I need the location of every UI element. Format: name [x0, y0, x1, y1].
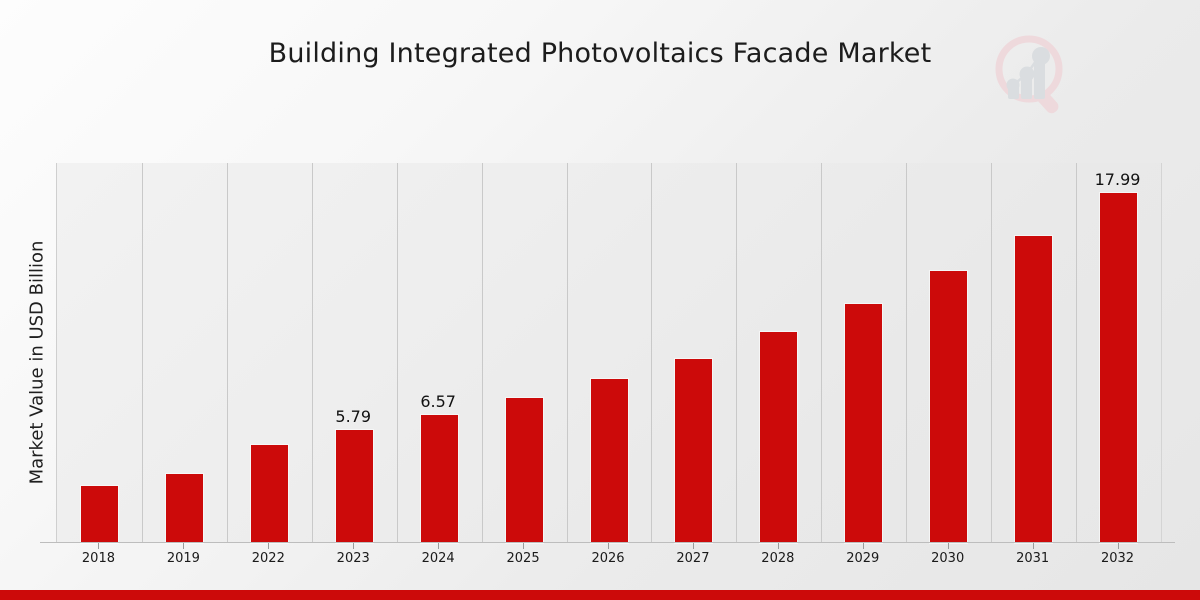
page-title: Building Integrated Photovoltaics Facade… — [268, 38, 932, 69]
x-tick-label-2023: 2023 — [336, 551, 370, 566]
bar-2026[interactable] — [590, 379, 628, 543]
x-tick-label-2018: 2018 — [81, 551, 115, 566]
x-tick-label-2024: 2024 — [421, 551, 455, 566]
bar-2024[interactable] — [420, 415, 458, 543]
bar-2029[interactable] — [845, 303, 883, 543]
x-tick-2029 — [862, 543, 864, 549]
bar-2022[interactable] — [250, 444, 288, 543]
x-tick-2026 — [608, 543, 609, 549]
x-tick-label-2025: 2025 — [506, 551, 540, 566]
gridline — [821, 163, 823, 543]
x-tick-label-2029: 2029 — [846, 551, 880, 566]
bar-value-label-2032: 17.99 — [1094, 170, 1141, 189]
x-tick-label-2019: 2019 — [166, 551, 200, 566]
gridline — [651, 163, 653, 543]
y-axis-label: Market Value in USD Billion — [26, 240, 48, 485]
magnifier-bar-chart-logo-icon — [985, 27, 1080, 122]
x-tick-label-2028: 2028 — [761, 551, 795, 566]
gridline — [141, 163, 143, 543]
x-tick-2025 — [523, 543, 525, 549]
x-tick-2022 — [268, 543, 270, 549]
bar-2019[interactable] — [165, 473, 203, 543]
bar-2018[interactable] — [80, 485, 118, 543]
gridline — [396, 163, 398, 543]
x-tick-label-2022: 2022 — [251, 551, 285, 566]
gridline — [226, 163, 228, 543]
x-tick-2027 — [692, 543, 694, 549]
gridline — [1076, 163, 1078, 543]
x-tick-2024 — [438, 543, 440, 549]
bar-2031[interactable] — [1015, 235, 1053, 543]
x-tick-2018 — [98, 543, 100, 549]
bar-2030[interactable] — [930, 270, 968, 543]
x-tick-label-2031: 2031 — [1016, 551, 1050, 566]
gridline — [991, 163, 993, 543]
bar-2032[interactable] — [1100, 193, 1138, 543]
gridline — [566, 163, 568, 543]
x-tick-label-2026: 2026 — [591, 551, 625, 566]
footer-accent-bar — [0, 590, 1200, 600]
x-tick-label-2030: 2030 — [931, 551, 965, 566]
x-axis-line — [40, 542, 1175, 543]
x-tick-2023 — [353, 543, 355, 549]
gridline — [481, 163, 483, 543]
gridline — [311, 163, 313, 543]
gridline — [906, 163, 908, 543]
x-tick-label-2032: 2032 — [1100, 551, 1135, 566]
x-tick-2028 — [777, 543, 779, 549]
bar-value-label-2023: 5.79 — [335, 407, 372, 427]
bar-2023[interactable] — [335, 430, 373, 543]
plot-area — [56, 163, 1162, 543]
x-tick-2032 — [1117, 543, 1119, 549]
x-tick-2030 — [947, 543, 949, 549]
bar-value-label-2024: 6.57 — [420, 392, 456, 412]
x-tick-label-2027: 2027 — [676, 551, 710, 566]
x-tick-2031 — [1032, 543, 1034, 549]
bar-2027[interactable] — [675, 358, 713, 543]
bar-2025[interactable] — [505, 398, 543, 543]
gridline — [736, 163, 738, 543]
bar-2028[interactable] — [760, 331, 798, 543]
x-tick-2019 — [183, 543, 185, 549]
